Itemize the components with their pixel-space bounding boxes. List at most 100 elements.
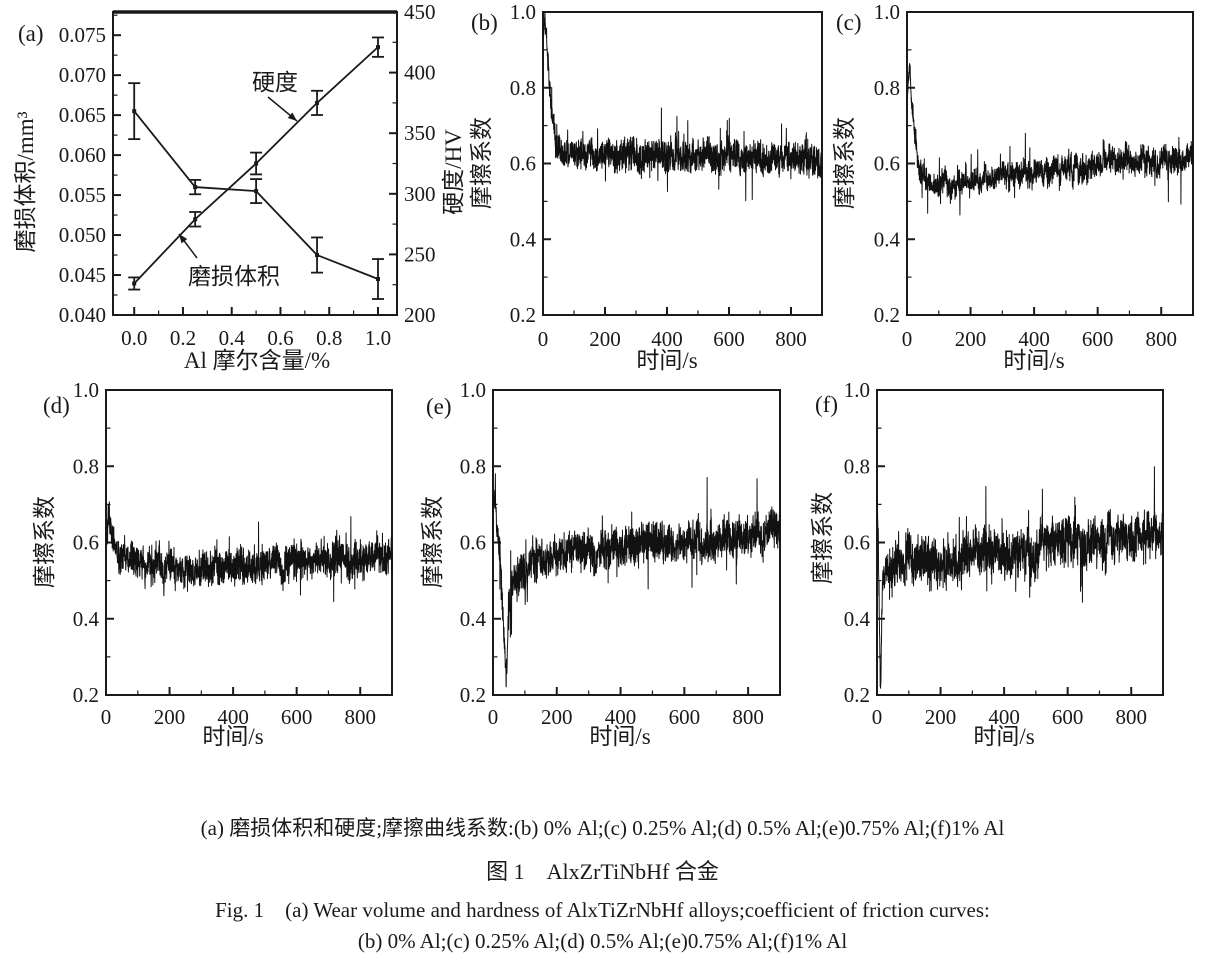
annotation-text: 硬度 — [252, 70, 298, 95]
y-tick-label: 0.6 — [73, 531, 99, 555]
y-tick-label: 1.0 — [460, 378, 486, 402]
x-tick-label: 800 — [732, 705, 764, 729]
x-tick-label: 400 — [651, 327, 683, 351]
y-tick-label: 0.050 — [59, 223, 106, 247]
panel-f: 0 200 400 600 800 时间/s (f) 0.2 0.4 0.6 0.8 1.0 摩擦系数 — [810, 378, 1164, 749]
x-tick-label: 600 — [1082, 327, 1114, 351]
y-tick-label-right: 400 — [404, 61, 436, 85]
y-tick-label: 0.060 — [59, 143, 106, 167]
y-tick-label: 1.0 — [73, 378, 99, 402]
y-tick-label-right: 200 — [404, 303, 436, 327]
figure-panels: 0.0 0.2 0.4 0.6 0.8 1.0 Al 摩尔含量/% (a) 0.040 0.045… — [13, 0, 1194, 749]
x-tick-label: 600 — [1052, 705, 1084, 729]
y-tick-label: 0.8 — [844, 454, 870, 478]
y-axis-label: 摩擦系数 — [420, 496, 445, 588]
x-axis-label: 时间/s — [973, 724, 1034, 749]
y-tick-label: 0.6 — [510, 152, 536, 176]
y-tick-label-right: 450 — [404, 0, 436, 24]
y-tick-label-right: 250 — [404, 242, 436, 266]
x-tick-label: 600 — [669, 705, 701, 729]
x-tick-label: 1.0 — [365, 326, 391, 350]
y-tick-label: 0.8 — [510, 76, 536, 100]
caption-title-zh: 图 1 AlxZrTiNbHf 合金 — [486, 859, 719, 884]
y-tick-label: 0.6 — [874, 152, 900, 176]
y-tick-label: 0.6 — [460, 531, 486, 555]
x-tick-label: 400 — [217, 705, 249, 729]
y-tick-label: 0.2 — [510, 303, 536, 327]
y-tick-label: 1.0 — [510, 0, 536, 24]
y-tick-label: 0.4 — [874, 227, 901, 251]
data-point-marker — [193, 217, 198, 222]
data-point-marker — [375, 277, 380, 282]
y-tick-label: 0.8 — [874, 76, 900, 100]
x-tick-label: 600 — [281, 705, 313, 729]
panel-label: (a) — [18, 21, 44, 46]
friction-trace — [906, 63, 1194, 216]
x-tick-label: 0 — [101, 705, 112, 729]
y-tick-label: 0.4 — [844, 607, 871, 631]
y-axis-label: 摩擦系数 — [469, 117, 494, 209]
annotation-arrow-head — [287, 112, 297, 121]
x-tick-label: 0.6 — [267, 326, 293, 350]
friction-trace — [876, 466, 1164, 689]
plot-box — [105, 389, 393, 696]
x-tick-label: 0 — [902, 327, 913, 351]
y-tick-label: 0.075 — [59, 23, 106, 47]
x-tick-label: 600 — [713, 327, 745, 351]
y-tick-label: 0.2 — [73, 683, 99, 707]
data-point-marker — [132, 281, 137, 286]
x-tick-label: 800 — [775, 327, 807, 351]
y-tick-label: 0.045 — [59, 263, 106, 287]
x-tick-label: 200 — [541, 705, 573, 729]
annotation-text: 磨损体积 — [188, 264, 280, 289]
y-tick-label: 0.4 — [510, 227, 537, 251]
y-tick-label: 0.2 — [460, 683, 486, 707]
x-tick-label: 0 — [538, 327, 549, 351]
x-tick-label: 0.0 — [121, 326, 147, 350]
x-axis-label: 时间/s — [202, 724, 263, 749]
y-tick-label: 0.6 — [844, 531, 870, 555]
friction-trace — [105, 501, 393, 603]
panel-b: 0 200 400 600 800 时间/s (b) 0.2 0.4 0.6 0.8 1.0 摩擦系数 — [469, 0, 823, 373]
y-tick-label: 0.2 — [844, 683, 870, 707]
data-point-marker — [132, 109, 137, 114]
y-tick-label: 0.8 — [73, 454, 99, 478]
y-tick-label: 0.8 — [460, 454, 486, 478]
y-tick-label: 1.0 — [844, 378, 870, 402]
x-axis-label: Al 摩尔含量/% — [184, 348, 330, 373]
panel-c: 0 200 400 600 800 时间/s (c) 0.2 0.4 0.6 0.8 1.0 摩擦系数 — [832, 0, 1194, 373]
y-tick-label: 1.0 — [874, 0, 900, 24]
caption-subfigure-list-zh: (a) 磨损体积和硬度;摩擦曲线系数:(b) 0% Al;(c) 0.25% A… — [200, 816, 1005, 840]
x-axis-label: 时间/s — [636, 348, 697, 373]
panel-label: (d) — [43, 393, 70, 418]
data-point-marker — [315, 253, 320, 258]
y-tick-label: 0.4 — [73, 607, 100, 631]
y-axis-label: 摩擦系数 — [832, 117, 857, 209]
y-tick-label-right: 300 — [404, 182, 436, 206]
x-tick-label: 800 — [1145, 327, 1177, 351]
panel-e: 0 200 400 600 800 时间/s (e) 0.2 0.4 0.6 0.8 1.0 摩擦系数 — [420, 378, 781, 749]
x-tick-label: 0 — [872, 705, 883, 729]
panel-label: (f) — [815, 392, 838, 417]
x-tick-label: 400 — [605, 705, 637, 729]
x-tick-label: 0.8 — [316, 326, 342, 350]
annotation-arrow-head — [179, 234, 188, 244]
y-axis-label: 摩擦系数 — [810, 492, 835, 584]
y-tick-label: 0.2 — [874, 303, 900, 327]
x-tick-label: 200 — [925, 705, 957, 729]
data-point-marker — [315, 100, 320, 105]
panel-a: 0.0 0.2 0.4 0.6 0.8 1.0 Al 摩尔含量/% (a) 0.040 0.045… — [13, 0, 466, 373]
panel-label: (c) — [836, 10, 862, 35]
data-point-marker — [254, 189, 259, 194]
x-tick-label: 800 — [344, 705, 376, 729]
y-tick-label: 0.065 — [59, 103, 106, 127]
y-tick-label-right: 350 — [404, 121, 436, 145]
panel-d: 0 200 400 600 800 时间/s (d) 0.2 0.4 0.6 0.8 1.0 摩擦系数 — [32, 378, 393, 749]
data-point-marker — [375, 45, 380, 50]
x-tick-label: 200 — [154, 705, 186, 729]
y-tick-label: 0.040 — [59, 303, 106, 327]
y-axis-label-right: 硬度/HV — [441, 129, 466, 215]
data-point-marker — [193, 185, 198, 190]
x-tick-label: 200 — [589, 327, 621, 351]
